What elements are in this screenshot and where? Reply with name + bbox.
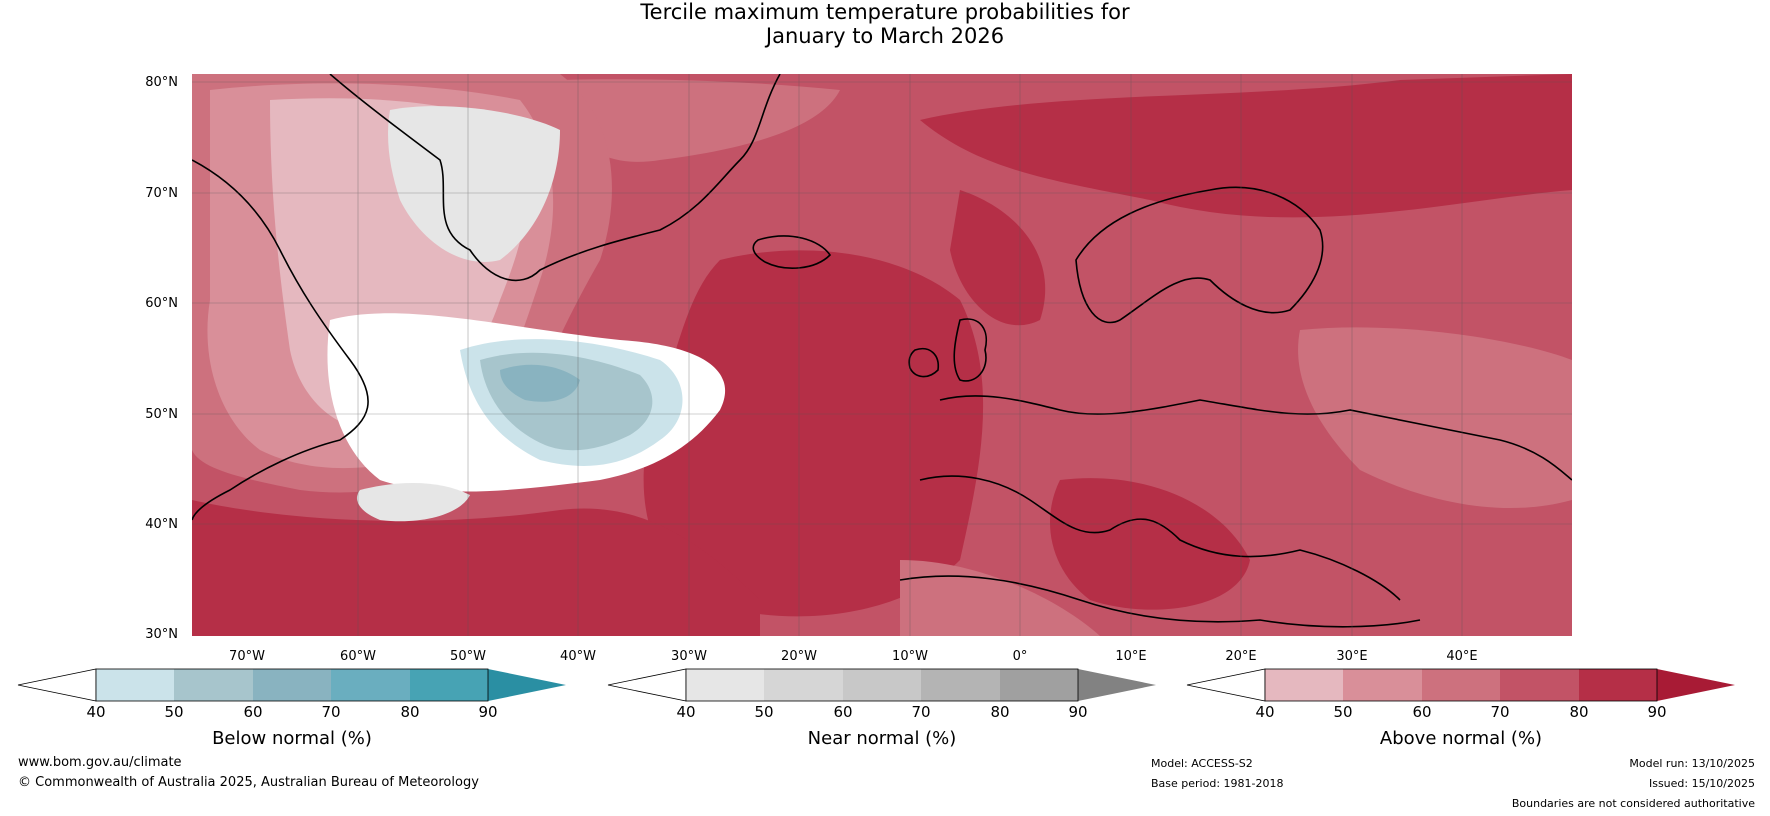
colorbar-below-bin-2 bbox=[174, 669, 253, 701]
britain-coast bbox=[953, 318, 987, 382]
lat-label-50n: 50°N bbox=[145, 407, 178, 422]
base-period-text: Base period: 1981-2018 bbox=[1151, 777, 1284, 790]
near-normal-small bbox=[356, 483, 470, 522]
title-line-1: Tercile maximum temperature probabilitie… bbox=[640, 0, 1130, 24]
near-tick-40: 40 bbox=[676, 703, 696, 721]
deep-red-atlantic bbox=[643, 250, 984, 617]
lon-label-70w: 70°W bbox=[229, 649, 265, 664]
lon-label-40w: 40°W bbox=[560, 649, 596, 664]
disclaimer-text: Boundaries are not considered authoritat… bbox=[1511, 797, 1755, 810]
colorbar-near-bin-5 bbox=[1000, 669, 1078, 701]
colorbar-near-bin-3 bbox=[843, 669, 921, 701]
near-tick-50: 50 bbox=[754, 703, 774, 721]
copyright-text: © Commonwealth of Australia 2025, Austra… bbox=[18, 775, 479, 790]
lat-label-40n: 40°N bbox=[145, 517, 178, 532]
colorbar-below-bin-4 bbox=[331, 669, 410, 701]
above-tick-60: 60 bbox=[1412, 703, 1432, 721]
website-link[interactable]: www.bom.gov.au/climate bbox=[18, 755, 182, 770]
map-title: Tercile maximum temperature probabilitie… bbox=[0, 0, 1770, 48]
below-tick-40: 40 bbox=[86, 703, 106, 721]
north-africa-coast bbox=[899, 575, 1421, 628]
deep-red-med bbox=[1050, 478, 1250, 610]
colorbar-near-bin-4 bbox=[921, 669, 1000, 701]
colorbar-below-min-arrow bbox=[17, 668, 97, 702]
mediterranean-coast bbox=[919, 475, 1401, 601]
colorbar-above-bin-5 bbox=[1579, 669, 1657, 701]
colorbar-below-bin-1 bbox=[96, 669, 174, 701]
light-zone-east bbox=[1298, 327, 1572, 509]
lat-label-60n: 60°N bbox=[145, 296, 178, 311]
lon-label-30e: 30°E bbox=[1336, 649, 1368, 664]
near-tick-80: 80 bbox=[990, 703, 1010, 721]
lat-label-70n: 70°N bbox=[145, 186, 178, 201]
colorbar-above-max-arrow bbox=[1657, 669, 1735, 701]
colorbar-near-max-arrow bbox=[1078, 669, 1156, 701]
colorbar-above-bin-4 bbox=[1500, 669, 1579, 701]
lon-label-10e: 10°E bbox=[1115, 649, 1147, 664]
scandinavia-coast bbox=[1075, 186, 1324, 324]
lon-label-20e: 20°E bbox=[1225, 649, 1257, 664]
lon-label-60w: 60°W bbox=[340, 649, 376, 664]
model-run-text: Model run: 13/10/2025 bbox=[1629, 757, 1755, 770]
colorbar-below-bin-5 bbox=[410, 669, 488, 701]
colorbar-above-bin-2 bbox=[1343, 669, 1422, 701]
lon-label-30w: 30°W bbox=[671, 649, 707, 664]
above-tick-80: 80 bbox=[1569, 703, 1589, 721]
lon-label-0: 0° bbox=[1012, 649, 1028, 664]
model-text: Model: ACCESS-S2 bbox=[1151, 757, 1253, 770]
europe-coast bbox=[939, 395, 1572, 481]
colorbar-above-min-arrow bbox=[1186, 668, 1266, 702]
above-tick-40: 40 bbox=[1255, 703, 1275, 721]
near-normal-greenland bbox=[388, 106, 560, 262]
colorbar-near-bin-2 bbox=[764, 669, 843, 701]
colorbar-above bbox=[1186, 668, 1735, 702]
greenland-coast bbox=[329, 74, 781, 282]
north-america-coast bbox=[192, 159, 369, 521]
below-tick-50: 50 bbox=[164, 703, 184, 721]
issued-text: Issued: 15/10/2025 bbox=[1648, 777, 1755, 790]
near-normal-label: Near normal (%) bbox=[807, 728, 957, 749]
above-tick-50: 50 bbox=[1333, 703, 1353, 721]
lon-label-50w: 50°W bbox=[450, 649, 486, 664]
lon-label-20w: 20°W bbox=[781, 649, 817, 664]
lon-label-10w: 10°W bbox=[892, 649, 928, 664]
near-tick-90: 90 bbox=[1068, 703, 1088, 721]
colorbar-near-bin-1 bbox=[686, 669, 764, 701]
colorbar-above-bin-3 bbox=[1422, 669, 1500, 701]
colorbar-below-bin-3 bbox=[253, 669, 331, 701]
above-tick-90: 90 bbox=[1647, 703, 1667, 721]
graticule bbox=[192, 74, 1572, 636]
lat-label-30n: 30°N bbox=[145, 627, 178, 642]
below-tick-70: 70 bbox=[321, 703, 341, 721]
colorbar-below bbox=[17, 668, 566, 702]
below-normal-label: Below normal (%) bbox=[212, 728, 372, 749]
lon-label-40e: 40°E bbox=[1446, 649, 1478, 664]
deep-red-arctic bbox=[920, 74, 1572, 218]
light-zone-africa bbox=[900, 560, 1100, 636]
colorbar-above-bin-1 bbox=[1265, 669, 1343, 701]
near-tick-70: 70 bbox=[911, 703, 931, 721]
below-normal-core bbox=[500, 364, 580, 402]
title-line-2: January to March 2026 bbox=[765, 24, 1005, 48]
colorbar-below-max-arrow bbox=[488, 669, 566, 701]
near-tick-60: 60 bbox=[833, 703, 853, 721]
below-tick-60: 60 bbox=[243, 703, 263, 721]
colorbar-near-min-arrow bbox=[607, 668, 687, 702]
below-tick-80: 80 bbox=[400, 703, 420, 721]
light-zone-north bbox=[560, 79, 840, 162]
colorbar-near bbox=[607, 668, 1156, 702]
probability-field bbox=[192, 74, 1572, 636]
deep-red-south bbox=[192, 500, 760, 636]
iceland-coast bbox=[752, 235, 832, 269]
below-tick-90: 90 bbox=[478, 703, 498, 721]
lat-label-80n: 80°N bbox=[145, 75, 178, 90]
deep-red-scandinavia bbox=[950, 190, 1046, 326]
above-normal-label: Above normal (%) bbox=[1379, 728, 1543, 749]
above-tick-70: 70 bbox=[1490, 703, 1510, 721]
